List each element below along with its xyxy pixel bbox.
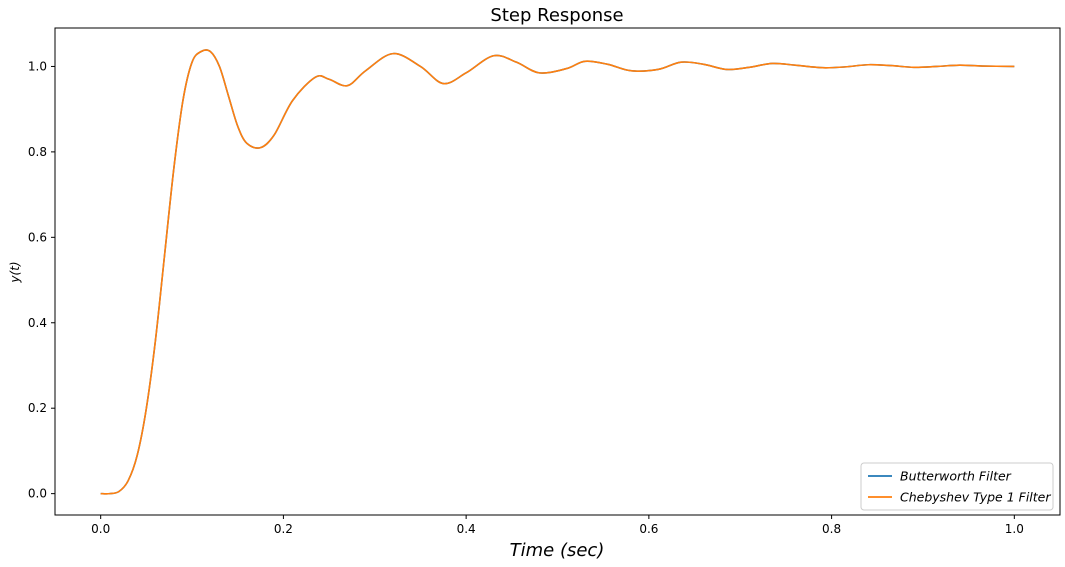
y-tick-label: 1.0	[28, 59, 47, 73]
y-tick-label: 0.4	[28, 316, 47, 330]
series-line-1	[100, 49, 1015, 495]
chart-title: Step Response	[490, 5, 623, 26]
legend-label: Chebyshev Type 1 Filter	[900, 490, 1051, 505]
x-tick-label: 0.8	[822, 522, 841, 536]
x-tick-label: 0.0	[91, 522, 110, 536]
legend: Butterworth Filter Chebyshev Type 1 Filte…	[860, 462, 1054, 511]
x-tick-label: 0.4	[457, 522, 476, 536]
x-tick-label: 1.0	[1005, 522, 1024, 536]
legend-box	[860, 462, 1054, 511]
y-tick-label: 0.0	[28, 487, 47, 501]
y-tick-label: 0.8	[28, 145, 47, 159]
x-tick-label: 0.2	[274, 522, 293, 536]
y-tick-label: 0.6	[28, 230, 47, 244]
axes-frame	[54, 27, 1061, 516]
legend-label: Butterworth Filter	[900, 469, 1012, 484]
y-axis-label: y(t)	[8, 261, 22, 283]
y-axis: 0.0 0.2 0.4 0.6 0.8 1.0	[28, 59, 55, 501]
x-axis: 0.0 0.2 0.4 0.6 0.8 1.0	[91, 515, 1024, 536]
x-axis-label: Time (sec)	[510, 540, 605, 561]
series-lines	[100, 49, 1015, 495]
x-tick-label: 0.6	[639, 522, 658, 536]
plot-area: 0.0 0.2 0.4 0.6 0.8 1.0 0.0 0.2 0.4 0.6 0.8 1.0	[28, 27, 1061, 536]
y-tick-label: 0.2	[28, 401, 47, 415]
